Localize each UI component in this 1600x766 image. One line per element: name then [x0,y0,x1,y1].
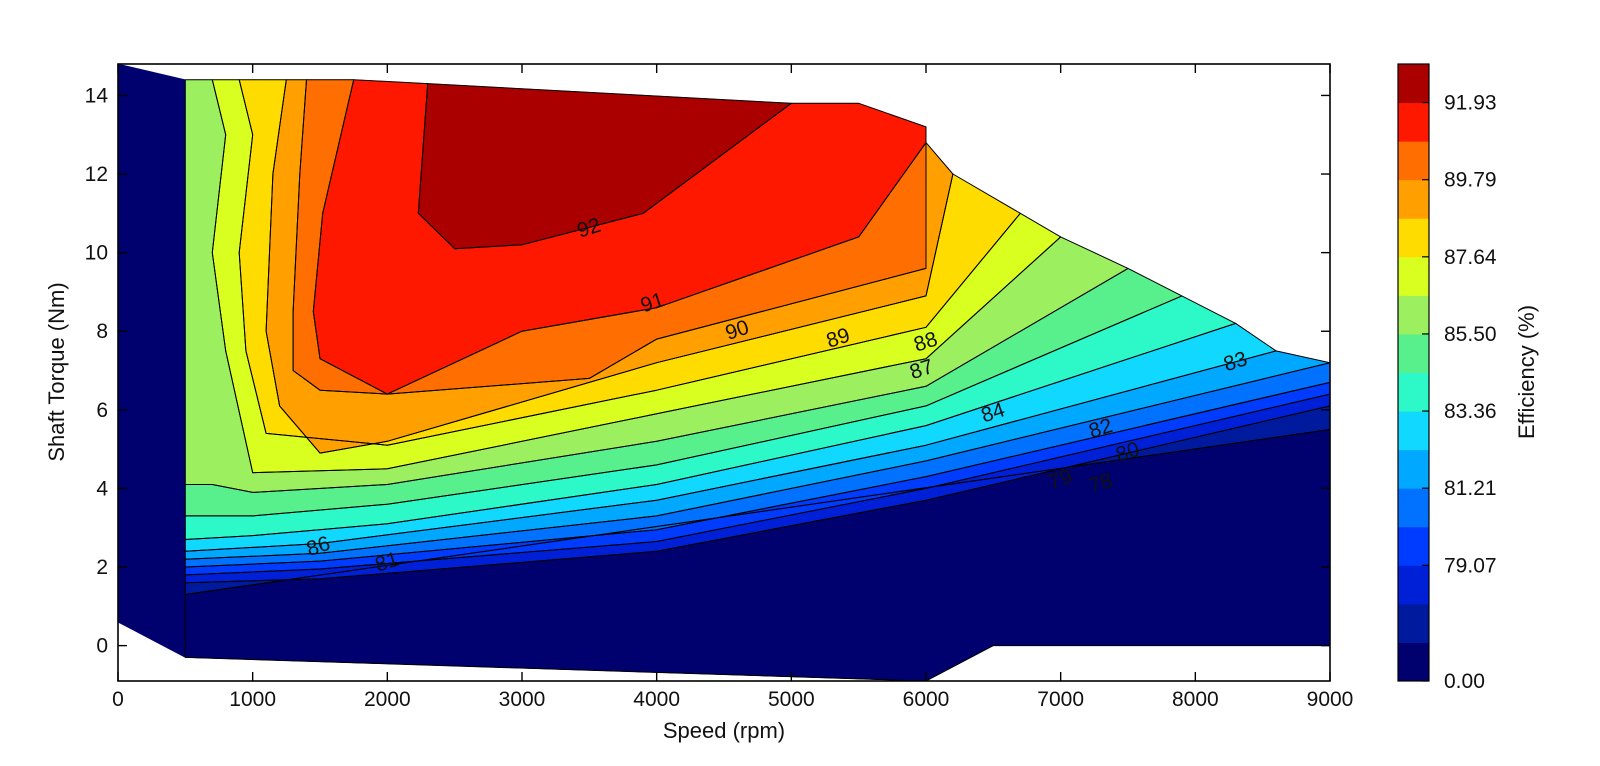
x-axis-title: Speed (rpm) [663,718,785,743]
colorbar-tick-label: 79.07 [1444,554,1497,577]
colorbar-segment [1398,64,1429,104]
colorbar-frame [1397,63,1430,682]
y-tick-label: 4 [96,477,108,500]
x-tick-label: 4000 [633,688,680,711]
contour-lines [184,79,1330,681]
colorbar-segment [1398,141,1429,181]
x-tick-label: 0 [112,688,124,711]
colorbar-segment [1398,179,1429,219]
colorbar-segment [1398,295,1429,335]
y-tick-label: 12 [85,163,108,186]
colorbar-tick-label: 89.79 [1444,169,1497,192]
colorbar-segment [1398,102,1429,142]
colorbar-segment [1398,488,1429,528]
colorbar-tick-label: 91.93 [1444,92,1497,115]
colorbar-segment [1398,565,1429,605]
colorbar-tick-label: 83.36 [1444,400,1497,423]
x-axis: 0 1000 2000 3000 4000 5000 6000 7000 8000 9000 [112,64,1353,711]
colorbar-segment [1398,256,1429,296]
colorbar-segment [1398,218,1429,258]
x-tick-label: 3000 [499,688,546,711]
colorbar-tick-label: 81.21 [1444,477,1497,500]
y-tick-label: 6 [96,399,108,422]
x-tick-label: 5000 [768,688,815,711]
colorbar-tick-label: 85.50 [1444,323,1497,346]
x-tick-label: 7000 [1037,688,1084,711]
y-tick-label: 10 [85,242,108,265]
y-tick-label: 2 [96,556,108,579]
contour-line-92 [417,83,792,250]
colorbar-title: Efficiency (%) [1514,305,1539,439]
colorbar-segment [1398,526,1429,566]
colorbar-segment [1398,372,1429,412]
colorbar: 91.93 89.79 87.64 85.50 83.36 81.21 79.07 0.00 [1398,64,1497,693]
contour-line-76 [184,429,1330,681]
colorbar-segment [1398,333,1429,373]
colorbar-segment [1398,642,1429,682]
colorbar-segment [1398,411,1429,451]
y-axis-title: Shaft Torque (Nm) [44,282,69,461]
y-axis: 0 2 4 6 8 10 12 14 [85,84,1330,658]
x-tick-label: 1000 [229,688,276,711]
x-tick-label: 2000 [364,688,411,711]
y-tick-label: 0 [96,635,108,658]
y-tick-label: 14 [85,84,109,107]
colorbar-tick-label: 0.00 [1444,670,1485,693]
x-tick-label: 9000 [1307,688,1354,711]
colorbar-tick-label: 87.64 [1444,246,1497,269]
colorbar-segment [1398,449,1429,489]
plot-frame [117,63,1331,682]
x-tick-label: 8000 [1172,688,1219,711]
colorbar-segment [1398,603,1429,643]
y-tick-label: 8 [96,320,108,343]
x-tick-label: 6000 [903,688,950,711]
